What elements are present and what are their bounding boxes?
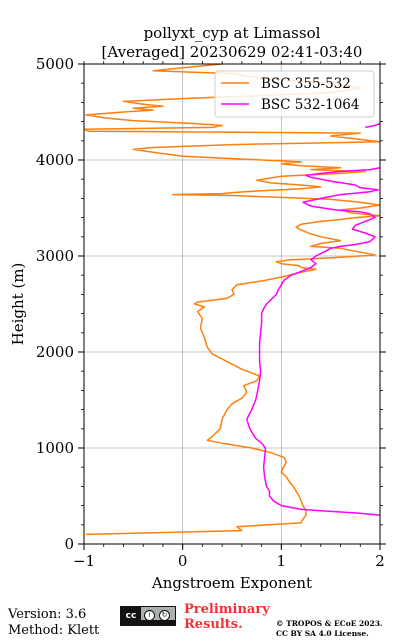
- cc-logo-icon: cc: [121, 607, 141, 625]
- version-text: Version: 3.6: [8, 607, 87, 622]
- preliminary-line2: Results.: [184, 617, 243, 632]
- y-tick-label: 2000: [36, 343, 74, 361]
- cc-badge-bar: [141, 620, 175, 625]
- x-tick-label: 0: [178, 552, 188, 570]
- copyright-note: © TROPOS & ECoE 2023. CC BY SA 4.0 Licen…: [276, 619, 383, 639]
- y-tick-label: 1000: [36, 439, 74, 457]
- copyright-line1: © TROPOS & ECoE 2023.: [276, 619, 383, 628]
- chart-title-line2: [Averaged] 20230629 02:41-03:40: [102, 43, 363, 61]
- y-tick-label: 5000: [36, 55, 74, 73]
- y-tick-label: 4000: [36, 151, 74, 169]
- series-line-bsc-532-1064: [246, 166, 380, 516]
- legend-box: [214, 70, 375, 118]
- preliminary-line1: Preliminary: [184, 602, 270, 617]
- legend-label-bsc-355-532: BSC 355-532: [261, 76, 351, 92]
- chart: pollyxt_cyp at Limassol [Averaged] 20230…: [9, 24, 386, 592]
- legend-label-bsc-532-1064: BSC 532-1064: [261, 97, 359, 113]
- y-tick-label: 3000: [36, 247, 74, 265]
- preliminary-results-note: Preliminary Results.: [184, 602, 270, 632]
- x-tick-label: −1: [73, 552, 95, 570]
- method-text: Method: Klett: [8, 623, 100, 638]
- y-axis-label: Height (m): [9, 263, 27, 346]
- legend: BSC 355-532 BSC 532-1064: [214, 70, 375, 118]
- series-line-bsc-355-532: [84, 64, 380, 536]
- series-group: [84, 64, 380, 536]
- cc-license-badge: cc i ↻: [120, 606, 176, 626]
- plot-frame: [83, 63, 381, 545]
- y-tick-label: 0: [64, 535, 74, 553]
- series-line-segment-2: [365, 122, 380, 129]
- x-axis-label: Angstroem Exponent: [151, 574, 312, 592]
- copyright-line2: CC BY SA 4.0 License.: [276, 629, 369, 638]
- x-tick-label: 1: [277, 552, 287, 570]
- chart-title-line1: pollyxt_cyp at Limassol: [144, 24, 321, 42]
- x-tick-label: 2: [375, 552, 385, 570]
